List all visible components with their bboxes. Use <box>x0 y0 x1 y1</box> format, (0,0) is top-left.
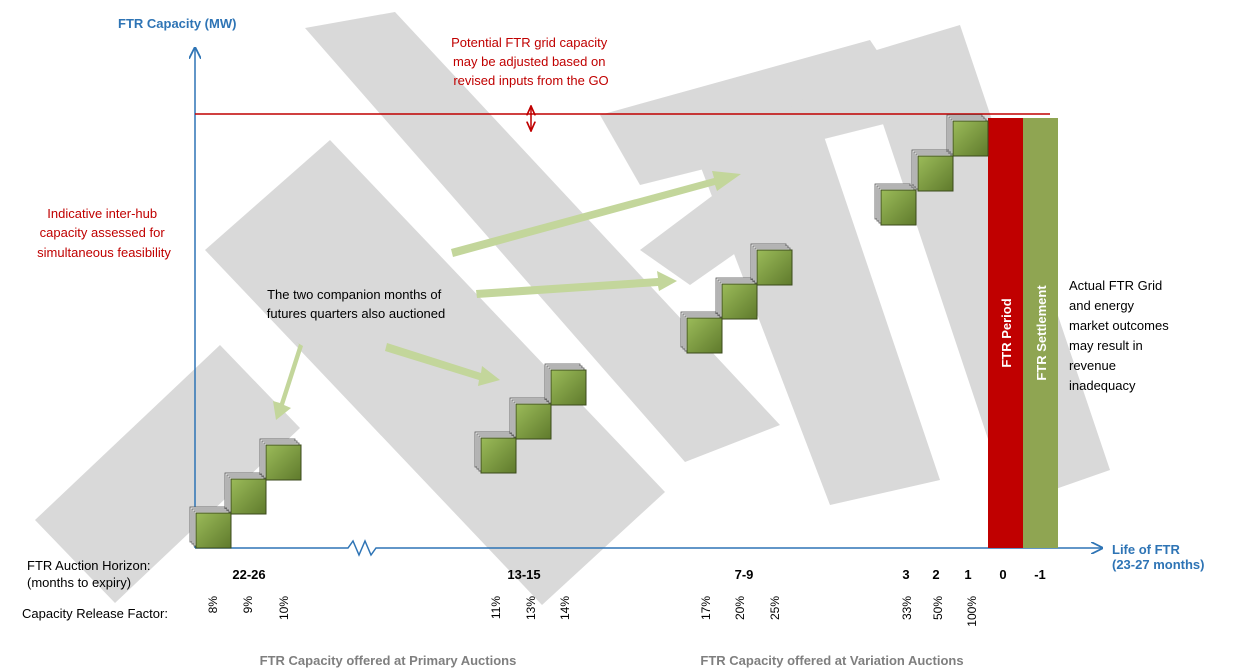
capacity-block <box>474 431 517 474</box>
capacity-block <box>509 397 552 440</box>
release-factor: 10% <box>277 596 291 620</box>
y-axis-label: FTR Capacity (MW) <box>118 16 236 31</box>
capacity-block <box>680 311 723 354</box>
arrow-to-3-month <box>451 171 741 257</box>
ftr-settlement-label: FTR Settlement <box>1034 285 1049 381</box>
release-factors: 8% 9% 10% 11% 13% 14% 17% 20% 25% 33% 50… <box>206 596 979 627</box>
horizon-label: 22-26 <box>232 567 265 582</box>
outcomes-note: Actual FTR Grid and energy market outcom… <box>1069 278 1172 393</box>
release-factor: 17% <box>699 596 713 620</box>
capacity-block <box>911 149 954 192</box>
horizon-label: 3 <box>902 567 909 582</box>
x-axis-sublabel: (23-27 months) <box>1112 557 1204 572</box>
primary-auctions-footer: FTR Capacity offered at Primary Auctions <box>260 653 517 668</box>
capacity-block <box>946 114 989 157</box>
grid-capacity-note: Potential FTR grid capacity may be adjus… <box>451 35 611 88</box>
release-factor: 9% <box>241 596 255 614</box>
watermark <box>35 12 1110 605</box>
capacity-block <box>224 472 267 515</box>
x-axis <box>195 539 1102 557</box>
horizon-label: 13-15 <box>507 567 540 582</box>
horizon-label: -1 <box>1034 567 1046 582</box>
release-factor: 13% <box>524 596 538 620</box>
companion-arrows <box>273 171 741 420</box>
inter-hub-note: Indicative inter-hub capacity assessed f… <box>37 206 171 260</box>
release-factor: 14% <box>558 596 572 620</box>
capacity-block <box>259 438 302 481</box>
capacity-blocks <box>189 114 989 549</box>
release-factor-label: Capacity Release Factor: <box>22 606 168 621</box>
x-axis-label: Life of FTR <box>1112 542 1180 557</box>
arrow-to-7-9 <box>476 271 677 298</box>
capacity-block <box>874 183 917 226</box>
release-factor: 8% <box>206 596 220 614</box>
capacity-block <box>750 243 793 286</box>
ftr-period-bar <box>988 118 1023 548</box>
arrow-to-primary <box>273 342 303 420</box>
horizon-groups: 22-26 13-15 7-9 3 2 1 0 -1 <box>232 567 1045 582</box>
ftr-period-label: FTR Period <box>999 298 1014 367</box>
release-factor: 20% <box>733 596 747 620</box>
release-factor: 33% <box>900 596 914 620</box>
arrow-to-13-15 <box>385 343 500 386</box>
capacity-block <box>189 506 232 549</box>
horizon-label: 0 <box>999 567 1006 582</box>
horizon-label: 2 <box>932 567 939 582</box>
auction-horizon-label: FTR Auction Horizon: <box>27 558 151 573</box>
variation-auctions-footer: FTR Capacity offered at Variation Auctio… <box>700 653 963 668</box>
horizon-label: 1 <box>964 567 971 582</box>
release-factor: 25% <box>768 596 782 620</box>
release-factor: 11% <box>489 596 503 619</box>
auction-horizon-sublabel: (months to expiry) <box>27 575 131 590</box>
horizon-label: 7-9 <box>735 567 754 582</box>
release-factor: 100% <box>965 596 979 627</box>
capacity-block <box>715 277 758 320</box>
release-factor: 50% <box>931 596 945 620</box>
companion-months-note: The two companion months of futures quar… <box>267 287 446 321</box>
capacity-block <box>544 363 587 406</box>
ftr-settlement-bar <box>1023 118 1058 548</box>
